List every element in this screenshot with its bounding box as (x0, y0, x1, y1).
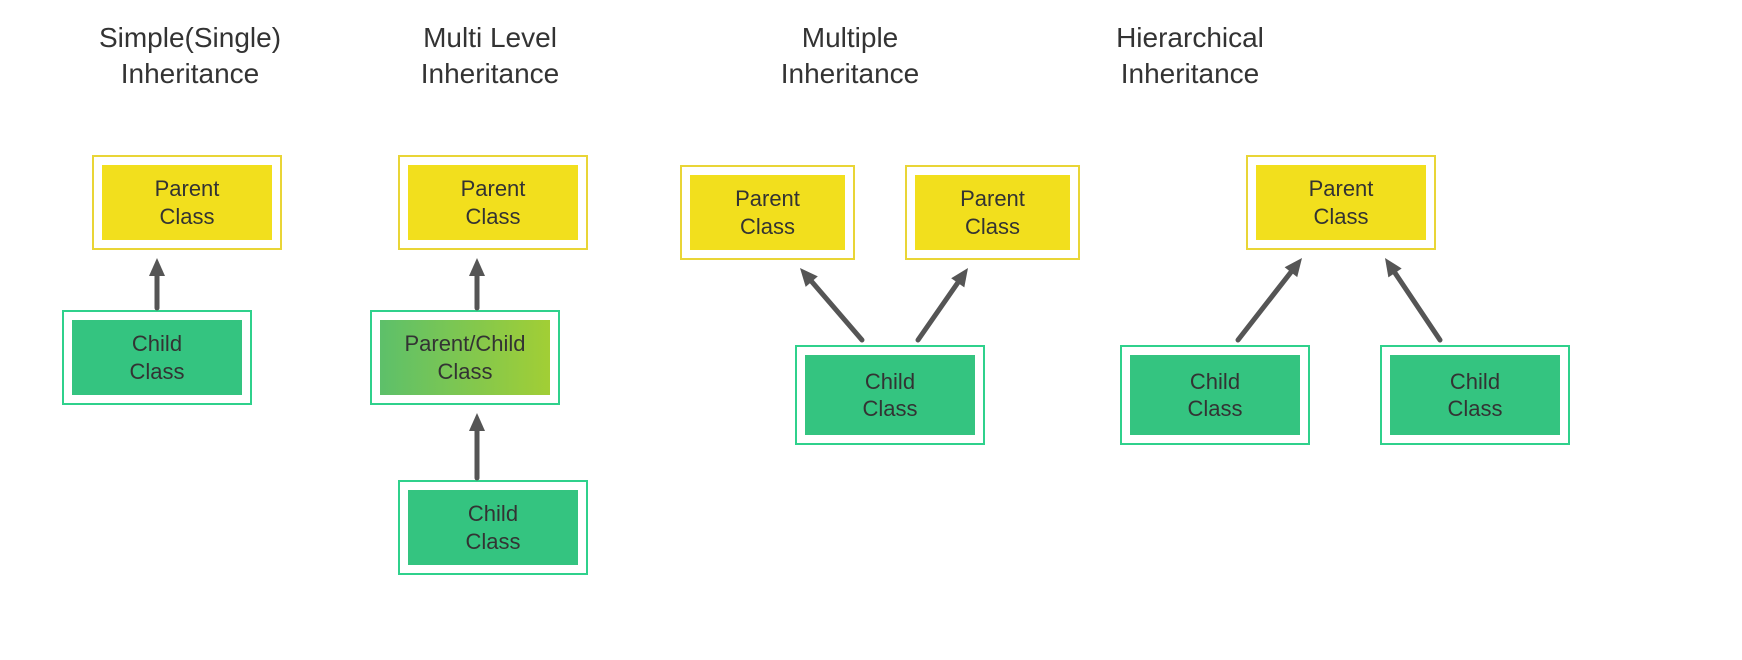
arr-simple-head (149, 258, 165, 276)
simple-child-node: Child Class (62, 310, 252, 405)
mul-parent-2-node: Parent Class (905, 165, 1080, 260)
arr-hier-2-head (1385, 258, 1402, 277)
ml-child-label: Child Class (408, 490, 578, 565)
hier-child-1-node: Child Class (1120, 345, 1310, 445)
hier-child-2-node: Child Class (1380, 345, 1570, 445)
ml-parent-node: Parent Class (398, 155, 588, 250)
ml-mid-node: Parent/Child Class (370, 310, 560, 405)
title-multilevel: Multi Level Inheritance (360, 20, 620, 93)
arr-hier-2-shaft (1395, 273, 1440, 340)
arr-ml-1-head (469, 258, 485, 276)
mul-child-label: Child Class (805, 355, 975, 435)
simple-parent-node: Parent Class (92, 155, 282, 250)
hier-parent-label: Parent Class (1256, 165, 1426, 240)
title-simple: Simple(Single) Inheritance (60, 20, 320, 93)
mul-parent-2-label: Parent Class (915, 175, 1070, 250)
arr-hier-1-shaft (1238, 272, 1291, 340)
hier-parent-node: Parent Class (1246, 155, 1436, 250)
arr-mul-2-shaft (918, 283, 958, 340)
hier-child-2-label: Child Class (1390, 355, 1560, 435)
simple-parent-label: Parent Class (102, 165, 272, 240)
title-multiple: Multiple Inheritance (720, 20, 980, 93)
hier-child-1-label: Child Class (1130, 355, 1300, 435)
mul-parent-1-node: Parent Class (680, 165, 855, 260)
ml-child-node: Child Class (398, 480, 588, 575)
ml-parent-label: Parent Class (408, 165, 578, 240)
arr-mul-2-head (951, 268, 968, 287)
arr-mul-1-head (800, 268, 818, 287)
mul-parent-1-label: Parent Class (690, 175, 845, 250)
mul-child-node: Child Class (795, 345, 985, 445)
arr-mul-1-shaft (812, 282, 862, 340)
title-hierarchical: Hierarchical Inheritance (1060, 20, 1320, 93)
diagram-canvas: Simple(Single) Inheritance Multi Level In… (0, 0, 1742, 660)
simple-child-label: Child Class (72, 320, 242, 395)
arr-hier-1-head (1285, 258, 1302, 277)
arr-ml-2-head (469, 413, 485, 431)
ml-mid-label: Parent/Child Class (380, 320, 550, 395)
arrows-layer (0, 0, 1742, 660)
